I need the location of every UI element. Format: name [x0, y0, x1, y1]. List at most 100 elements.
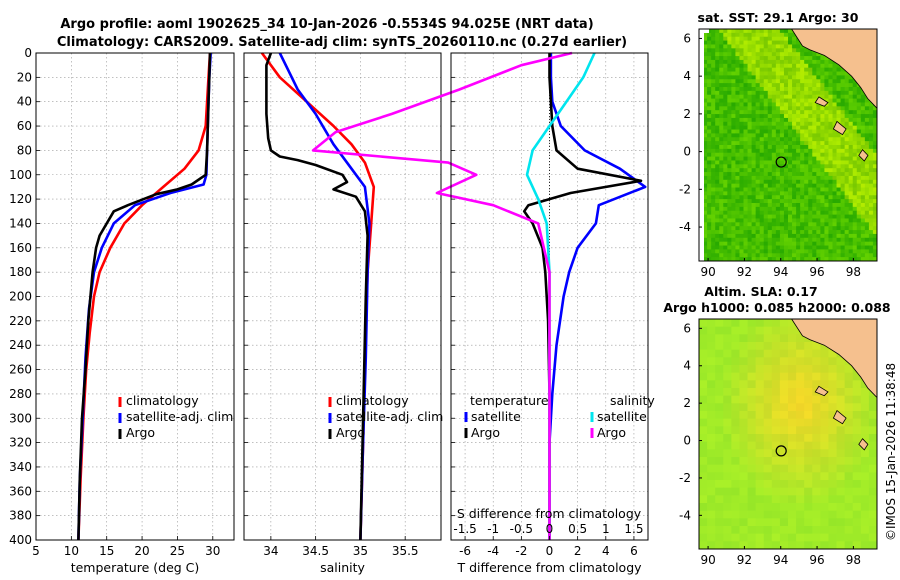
map-cell: [747, 32, 752, 38]
map-cell: [808, 241, 813, 246]
map-cell: [828, 245, 833, 250]
secondary-tick-label: 0: [546, 522, 554, 536]
map-cell: [820, 365, 829, 374]
map-cell: [856, 121, 862, 127]
map-nodata-cell: [699, 29, 709, 33]
series-line-argo: [77, 52, 212, 541]
map-cell: [788, 395, 797, 404]
map-cell: [783, 48, 789, 53]
map-cell: [836, 249, 841, 254]
series-line-argo: [265, 52, 369, 541]
map-cell: [743, 257, 748, 262]
map-cell: [727, 141, 732, 146]
map-cell: [856, 133, 862, 138]
map-cell: [796, 541, 805, 550]
map-cell: [779, 388, 789, 397]
map-cell: [707, 418, 716, 427]
map-cell: [792, 36, 797, 41]
map-cell: [703, 133, 708, 138]
map-cell: [783, 148, 789, 154]
map-cell: [856, 168, 862, 173]
map-cell: [796, 168, 801, 173]
map-cell: [808, 230, 813, 235]
map-cell: [771, 480, 781, 489]
map-cell: [808, 156, 813, 161]
map-cell: [775, 79, 781, 84]
map-cell: [767, 253, 773, 258]
map-cell: [779, 426, 789, 435]
map-cell: [775, 98, 781, 103]
map-cell: [771, 249, 777, 254]
map-cell: [771, 183, 777, 188]
map-cell: [788, 249, 793, 254]
map-cell: [820, 210, 825, 215]
map-cell: [775, 148, 781, 154]
map-cell: [743, 102, 748, 107]
map-cell: [779, 403, 789, 412]
map-cell: [719, 110, 724, 115]
map-cell: [860, 222, 866, 227]
map-cell: [788, 449, 797, 458]
map-cell: [860, 214, 866, 219]
map-cell: [751, 187, 757, 192]
map-cell: [779, 44, 785, 49]
map-cell: [828, 518, 837, 527]
map-cell: [796, 533, 805, 542]
map-cell: [755, 191, 761, 196]
map-cell: [844, 222, 850, 227]
map-cell: [852, 90, 858, 96]
map-cell: [788, 403, 797, 412]
map-cell: [864, 222, 870, 227]
map-cell: [792, 121, 797, 127]
map-cell: [763, 183, 769, 188]
map-cell: [711, 102, 716, 107]
map-cell: [735, 187, 740, 192]
map-cell: [844, 426, 854, 435]
map-cell: [832, 152, 837, 157]
map-cell: [824, 241, 829, 246]
map-cell: [739, 117, 744, 123]
map-cell: [747, 395, 757, 404]
map-cell: [771, 90, 777, 96]
map-cell: [747, 160, 752, 165]
map-cell: [715, 472, 724, 481]
map-cell: [771, 245, 777, 250]
map-cell: [699, 503, 708, 512]
map-cell: [864, 226, 870, 231]
map-cell: [779, 75, 785, 80]
map-cell: [868, 245, 874, 250]
map-cell: [828, 137, 833, 142]
map-cell: [783, 199, 789, 204]
map-cell: [852, 83, 858, 88]
map-cell: [824, 191, 829, 196]
map-cell: [783, 233, 789, 239]
map-cell: [723, 175, 728, 181]
map-cell: [719, 145, 724, 150]
map-cell: [840, 195, 846, 200]
map-cell: [828, 480, 837, 489]
map-cell: [771, 503, 781, 512]
map-cell: [727, 195, 732, 200]
map-cell: [779, 526, 789, 535]
map-cell: [816, 133, 821, 138]
y-tick-label: 340: [9, 460, 32, 474]
map-cell: [739, 334, 748, 343]
map-cell: [860, 203, 866, 208]
map-cell: [820, 187, 825, 192]
map-cell: [840, 117, 846, 123]
map-cell: [723, 187, 728, 192]
map-cell: [731, 487, 740, 496]
map-cell: [743, 125, 748, 130]
map-cell: [715, 518, 724, 527]
map-cell: [747, 349, 757, 358]
map-cell: [739, 191, 744, 196]
map-cell: [796, 67, 801, 72]
map-cell: [792, 172, 797, 177]
map-cell: [711, 52, 716, 57]
map-cell: [735, 71, 740, 76]
map-cell: [868, 526, 878, 535]
map-cell: [844, 90, 850, 96]
map-cell: [860, 175, 866, 181]
map-cell: [743, 67, 748, 72]
map-cell: [707, 226, 712, 231]
